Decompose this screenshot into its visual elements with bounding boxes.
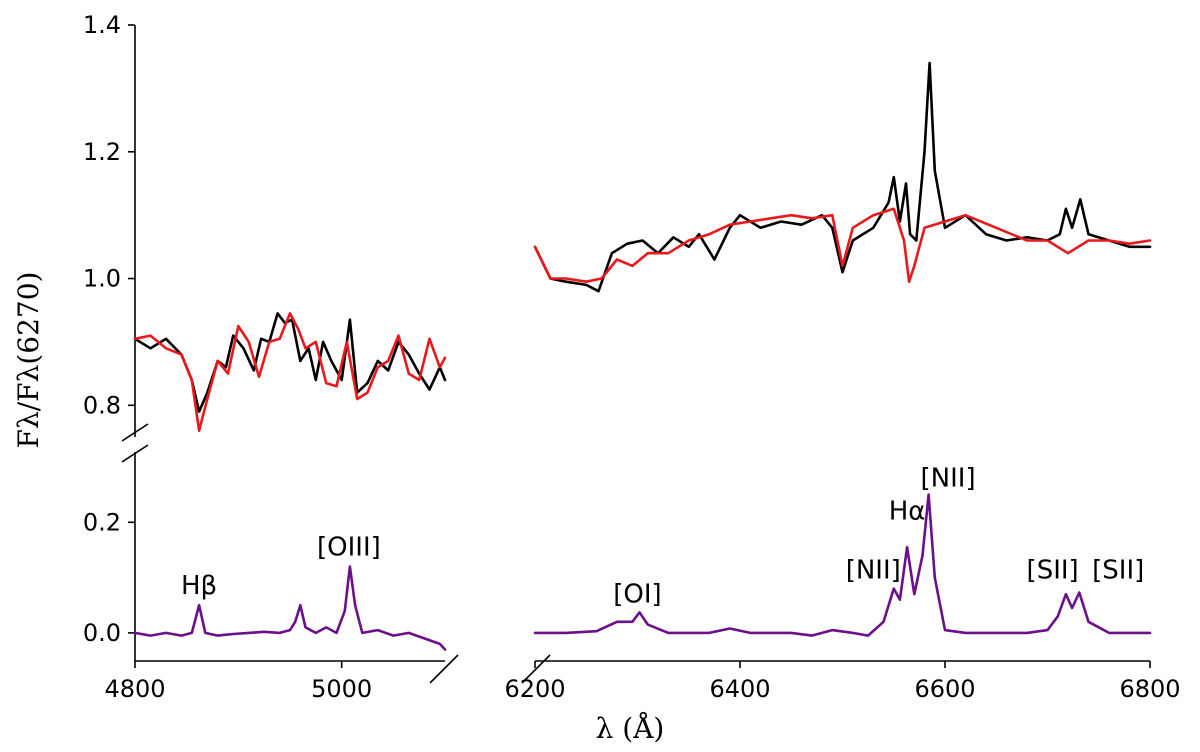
y-tick-label: 0.8 — [83, 391, 121, 419]
emission-line-label: [NII] — [921, 463, 976, 493]
x-tick-label: 5000 — [311, 675, 372, 703]
series-line-observed-spectrum-blue — [133, 312, 447, 413]
emission-line-label: [OI] — [613, 579, 661, 609]
y-axis-break-mark — [121, 423, 149, 442]
annotations: Hβ [OIII] [OI] [NII] Hα [NII] [SII] [SII] — [181, 463, 1144, 609]
x-axis-title: λ (Å) — [596, 712, 665, 745]
x-tick-label: 6400 — [709, 675, 770, 703]
x-tick-label: 6800 — [1119, 675, 1180, 703]
emission-line-label: [OIII] — [317, 532, 381, 562]
series-line-observed-spectrum-red — [533, 61, 1152, 293]
series-line-stellar-population-fit-blue — [133, 312, 447, 433]
emission-line-label: [NII] — [846, 556, 901, 586]
x-axis-break-mark — [521, 654, 551, 684]
emission-line-label: Hβ — [181, 571, 217, 601]
y-tick-label: 1.0 — [83, 265, 121, 293]
y-tick-label: 1.4 — [83, 11, 121, 39]
series-layer — [133, 61, 1152, 651]
emission-line-label: [SII] — [1092, 556, 1144, 586]
series-line-stellar-population-fit-red — [533, 207, 1152, 284]
x-axis-break-mark — [429, 654, 459, 684]
y-axis-break-mark — [121, 444, 149, 463]
axes: 0.8 1.0 1.2 1.4 0.0 0.2 4800 5000 6200 6400 6600 68… — [83, 11, 1181, 703]
series-line-residual-emission-spectrum-red — [533, 493, 1152, 637]
emission-line-label: Hα — [889, 497, 926, 527]
series-line-residual-emission-spectrum-blue — [133, 565, 447, 651]
x-tick-label: 6200 — [504, 675, 565, 703]
y-axis-title: Fλ/Fλ(6270) — [12, 272, 45, 449]
y-tick-label: 0.0 — [83, 619, 121, 647]
emission-line-label: [SII] — [1027, 556, 1079, 586]
x-tick-label: 6600 — [914, 675, 975, 703]
x-tick-label: 4800 — [104, 675, 165, 703]
y-tick-label: 0.2 — [83, 508, 121, 536]
y-tick-label: 1.2 — [83, 138, 121, 166]
